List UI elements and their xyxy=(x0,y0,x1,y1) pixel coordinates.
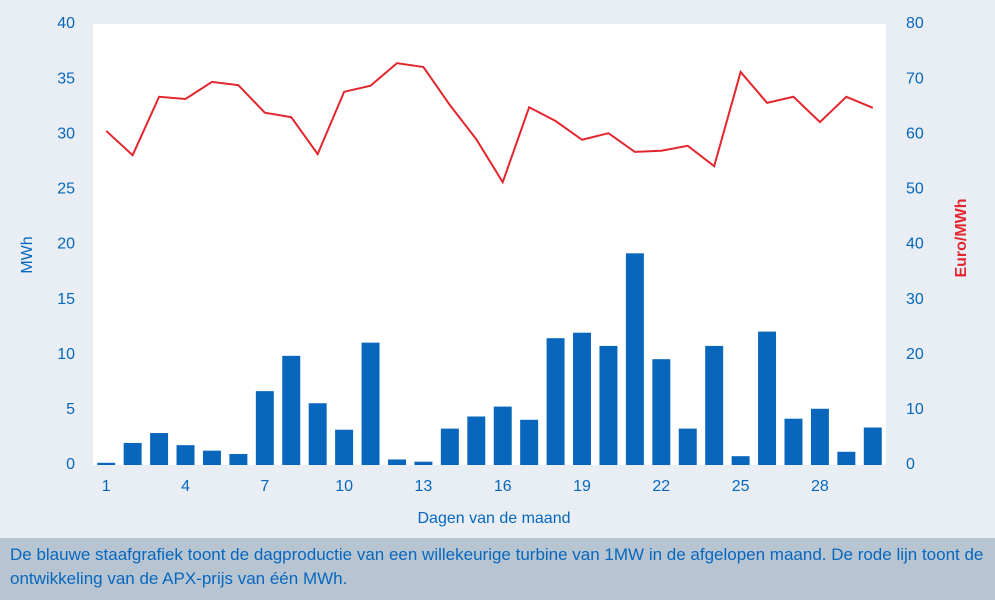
caption: De blauwe staafgrafiek toont de dagprodu… xyxy=(0,538,995,600)
y-tick-label: 15 xyxy=(57,291,75,308)
line xyxy=(105,62,874,185)
x-axis-label: Dagen van de maand xyxy=(418,510,571,527)
x-tick-label: 28 xyxy=(811,478,829,495)
bar xyxy=(731,456,750,465)
plot-area xyxy=(93,24,886,465)
bar xyxy=(335,429,354,465)
bar xyxy=(176,445,195,465)
bar xyxy=(387,459,406,465)
bar xyxy=(520,419,539,465)
y2-tick-label: 40 xyxy=(906,236,924,253)
y-tick-label: 35 xyxy=(57,70,75,87)
bar xyxy=(546,338,565,465)
bar xyxy=(493,406,512,465)
x-tick-label: 25 xyxy=(732,478,750,495)
x-tick-label: 16 xyxy=(494,478,512,495)
bar xyxy=(282,355,301,465)
bar xyxy=(573,332,592,465)
chart: Dagen van de maand MWh Euro/MWh 05101520… xyxy=(19,15,970,527)
bar xyxy=(97,462,116,465)
y2-tick-label: 70 xyxy=(906,70,924,87)
y2-tick-label: 50 xyxy=(906,181,924,198)
y2-tick-label: 0 xyxy=(906,456,915,473)
bar xyxy=(150,433,169,465)
bar xyxy=(652,359,671,465)
bar xyxy=(123,442,142,465)
bar xyxy=(414,461,433,465)
bar xyxy=(308,403,327,465)
bar xyxy=(837,451,856,465)
x-tick-label: 19 xyxy=(573,478,591,495)
x-tick-label: 1 xyxy=(102,478,111,495)
y-tick-label: 10 xyxy=(57,346,75,363)
bar xyxy=(758,331,777,465)
bar xyxy=(255,391,274,465)
x-tick-label: 13 xyxy=(415,478,433,495)
bar xyxy=(810,408,829,465)
y-tick-label: 30 xyxy=(57,125,75,142)
y-tick-label: 20 xyxy=(57,236,75,253)
bar xyxy=(705,345,724,465)
y-axis-label: MWh xyxy=(19,236,36,273)
bar xyxy=(229,453,248,465)
x-tick-label: 22 xyxy=(652,478,670,495)
y-tick-label: 25 xyxy=(57,181,75,198)
bar xyxy=(784,418,803,465)
y-tick-label: 40 xyxy=(57,15,75,32)
bar xyxy=(678,428,697,465)
y2-tick-label: 10 xyxy=(906,401,924,418)
y2-tick-label: 60 xyxy=(906,125,924,142)
y2-tick-label: 80 xyxy=(906,15,924,32)
bar xyxy=(863,427,882,465)
y2-axis-label: Euro/MWh xyxy=(953,198,970,277)
y-tick-label: 5 xyxy=(66,401,75,418)
bar xyxy=(467,416,486,465)
bar xyxy=(361,342,380,465)
bar xyxy=(440,428,459,465)
bar xyxy=(625,253,644,465)
x-tick-label: 10 xyxy=(335,478,353,495)
y2-tick-label: 20 xyxy=(906,346,924,363)
bar xyxy=(202,450,221,465)
x-tick-label: 7 xyxy=(260,478,269,495)
bar xyxy=(599,345,618,465)
x-tick-label: 4 xyxy=(181,478,190,495)
y-tick-label: 0 xyxy=(66,456,75,473)
y2-tick-label: 30 xyxy=(906,291,924,308)
